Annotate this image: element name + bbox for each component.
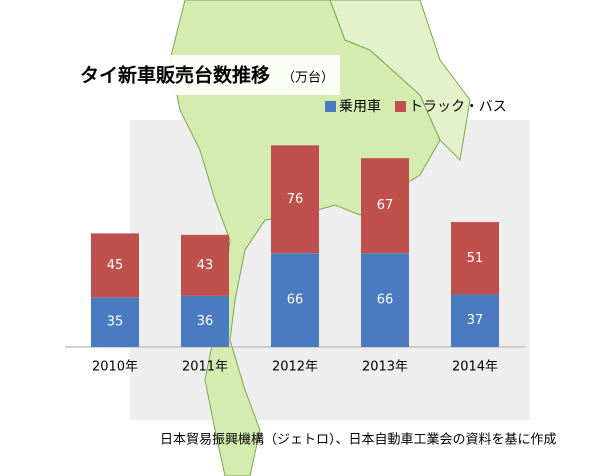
data-label: 51 — [467, 251, 484, 266]
legend-swatch — [325, 101, 336, 112]
bar-segment — [91, 297, 139, 347]
x-tick-label: 2011年 — [182, 360, 228, 375]
x-tick-label: 2012年 — [272, 360, 318, 375]
bar-segment — [271, 145, 319, 254]
unit-label: （万台） — [282, 71, 334, 86]
x-tick-label: 2013年 — [362, 360, 408, 375]
bar-segment — [451, 294, 499, 347]
legend-swatch — [395, 101, 406, 112]
data-label: 43 — [197, 258, 214, 273]
data-label: 45 — [107, 258, 124, 273]
bar-segment — [271, 253, 319, 347]
data-label: 66 — [287, 293, 304, 308]
legend-label: トラック・バス — [409, 99, 507, 115]
bar-segment — [181, 234, 229, 296]
data-label: 76 — [287, 192, 304, 207]
data-label: 37 — [467, 313, 484, 328]
x-tick-label: 2010年 — [92, 360, 138, 375]
map-land-neighbor — [329, 0, 471, 162]
bar-segment — [181, 295, 229, 347]
source-note: 日本貿易振興機構（ジェトロ）、日本自動車工業会の資料を基に作成 — [160, 432, 557, 448]
data-label: 67 — [377, 198, 394, 213]
bar-segment — [361, 158, 409, 254]
bar-segment — [361, 253, 409, 347]
data-label: 36 — [197, 314, 214, 329]
x-tick-label: 2014年 — [452, 360, 498, 375]
chart-title: タイ新車販売台数推移 — [80, 64, 270, 87]
title-panel — [60, 55, 340, 95]
legend-label: 乗用車 — [339, 98, 381, 115]
bar-segment — [451, 222, 499, 295]
bar-segment — [91, 233, 139, 298]
data-label: 66 — [377, 293, 394, 308]
data-label: 35 — [107, 315, 124, 330]
